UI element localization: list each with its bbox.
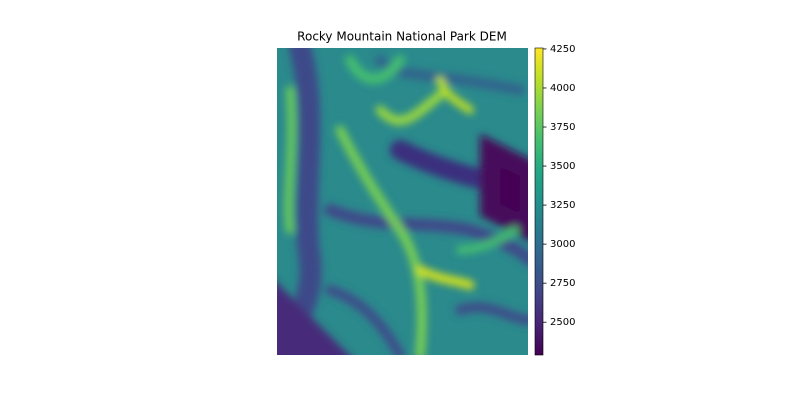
colorbar-tick-label: 3250 — [550, 200, 575, 211]
colorbar — [534, 47, 544, 356]
colorbar-tick-label: 3750 — [550, 122, 575, 133]
colorbar-tick-label: 4250 — [550, 44, 575, 55]
elevation-image — [277, 48, 528, 355]
colorbar-tick-label: 2500 — [550, 317, 575, 328]
colorbar-tick-label: 2750 — [550, 278, 575, 289]
colorbar-tick-label: 4000 — [550, 83, 575, 94]
chart-title: Rocky Mountain National Park DEM — [297, 30, 507, 44]
colorbar-tick-label: 3000 — [550, 239, 575, 250]
colorbar-tick-label: 3500 — [550, 161, 575, 172]
